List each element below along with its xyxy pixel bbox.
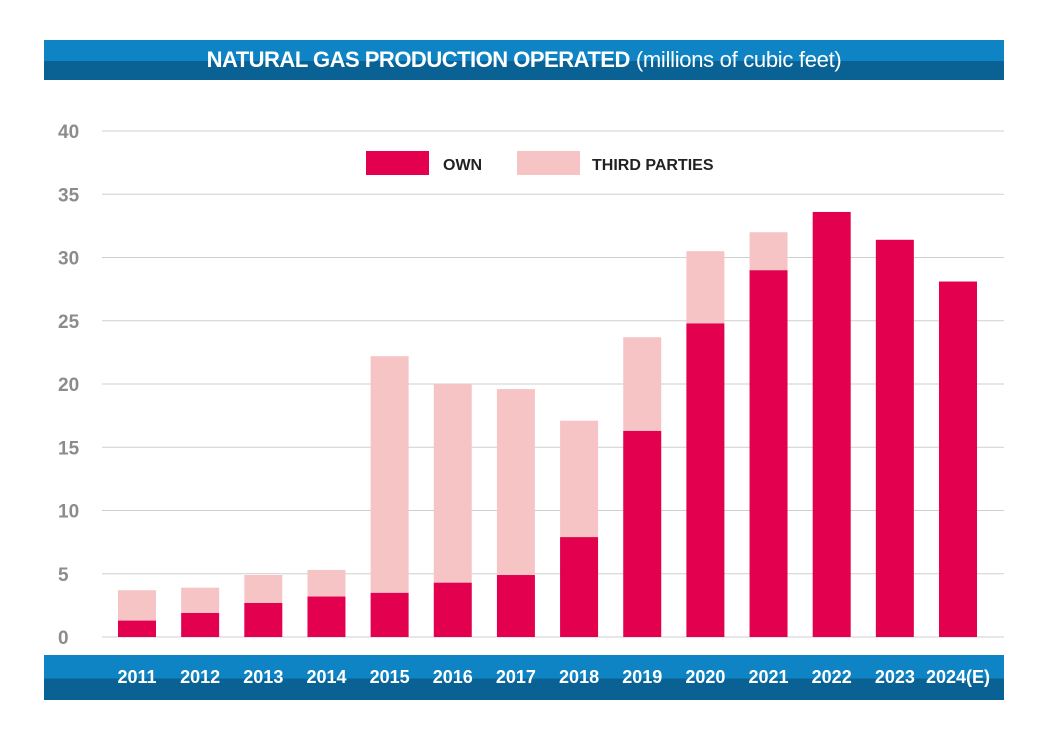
- bar-third-parties-2013: [244, 575, 283, 603]
- x-tick-label: 2019: [622, 667, 662, 687]
- y-axis-ticks: 0 5 10 15 20 25 30 35 40: [58, 122, 80, 649]
- chart-title-unit: (millions of cubic feet): [635, 47, 842, 72]
- x-tick-label: 2022: [812, 667, 852, 687]
- legend-third-parties-label: THIRD PARTIES: [592, 157, 714, 174]
- bar-third-parties-2021: [749, 232, 788, 271]
- bar-own-2022: [812, 211, 851, 637]
- x-tick-label: 2014: [306, 667, 346, 687]
- bar-own-2016: [433, 582, 472, 637]
- x-tick-label: 2018: [559, 667, 599, 687]
- y-tick-label: 25: [58, 312, 80, 333]
- bar-own-2018: [560, 537, 599, 637]
- bar-third-parties-2018: [560, 420, 599, 538]
- title-band: [44, 40, 1004, 80]
- bar-own-2023: [875, 239, 914, 638]
- bars: [118, 211, 977, 638]
- y-tick-label: 40: [58, 122, 79, 143]
- bar-third-parties-2012: [181, 587, 220, 613]
- bar-own-2014: [307, 596, 346, 637]
- bar-own-2011: [118, 620, 156, 637]
- y-tick-label: 0: [58, 628, 69, 649]
- bar-own-2020: [686, 323, 725, 637]
- bar-own-2015: [370, 592, 409, 637]
- y-tick-label: 30: [58, 249, 79, 270]
- legend-own-swatch: [366, 151, 429, 175]
- legend: OWN THIRD PARTIES: [366, 151, 714, 175]
- bar-own-2017: [496, 575, 535, 637]
- y-tick-label: 35: [58, 185, 80, 206]
- chart-title-main: NATURAL GAS PRODUCTION OPERATED: [206, 47, 631, 72]
- x-tick-label: 2020: [685, 667, 725, 687]
- bar-third-parties-2016: [433, 384, 472, 583]
- x-tick-label: 2013: [243, 667, 283, 687]
- x-tick-label: 2016: [433, 667, 473, 687]
- x-tick-label: 2023: [875, 667, 915, 687]
- legend-third-parties-swatch: [517, 151, 580, 175]
- bar-third-parties-2014: [307, 569, 346, 597]
- bar-third-parties-2020: [686, 251, 725, 324]
- x-tick-label: 2024(E): [926, 667, 990, 687]
- x-axis-band: [44, 655, 1004, 700]
- y-tick-label: 20: [58, 375, 79, 396]
- bar-third-parties-2017: [496, 389, 535, 576]
- x-tick-label: 2012: [180, 667, 220, 687]
- bar-own-2024(E): [939, 281, 977, 637]
- x-tick-label: 2011: [117, 667, 156, 687]
- chart-title: NATURAL GAS PRODUCTION OPERATED (million…: [44, 40, 1004, 80]
- bar-own-2013: [244, 602, 283, 637]
- bar-own-2012: [181, 612, 220, 637]
- bar-third-parties-2011: [118, 590, 156, 621]
- gridlines: [102, 130, 1004, 638]
- bar-third-parties-2019: [623, 337, 662, 431]
- y-tick-label: 10: [58, 502, 79, 523]
- bar-third-parties-2015: [370, 356, 409, 593]
- bar-own-2021: [749, 270, 788, 637]
- legend-own-label: OWN: [443, 157, 482, 174]
- x-tick-label: 2021: [749, 667, 789, 687]
- bar-own-2019: [623, 430, 662, 637]
- y-tick-label: 5: [58, 565, 69, 586]
- x-tick-label: 2017: [496, 667, 536, 687]
- y-tick-label: 15: [58, 438, 80, 459]
- x-tick-label: 2015: [370, 667, 410, 687]
- x-axis-ticks: 2011 2012 2013 2014 2015 2016 2017 2018 2019 2020…: [117, 667, 990, 687]
